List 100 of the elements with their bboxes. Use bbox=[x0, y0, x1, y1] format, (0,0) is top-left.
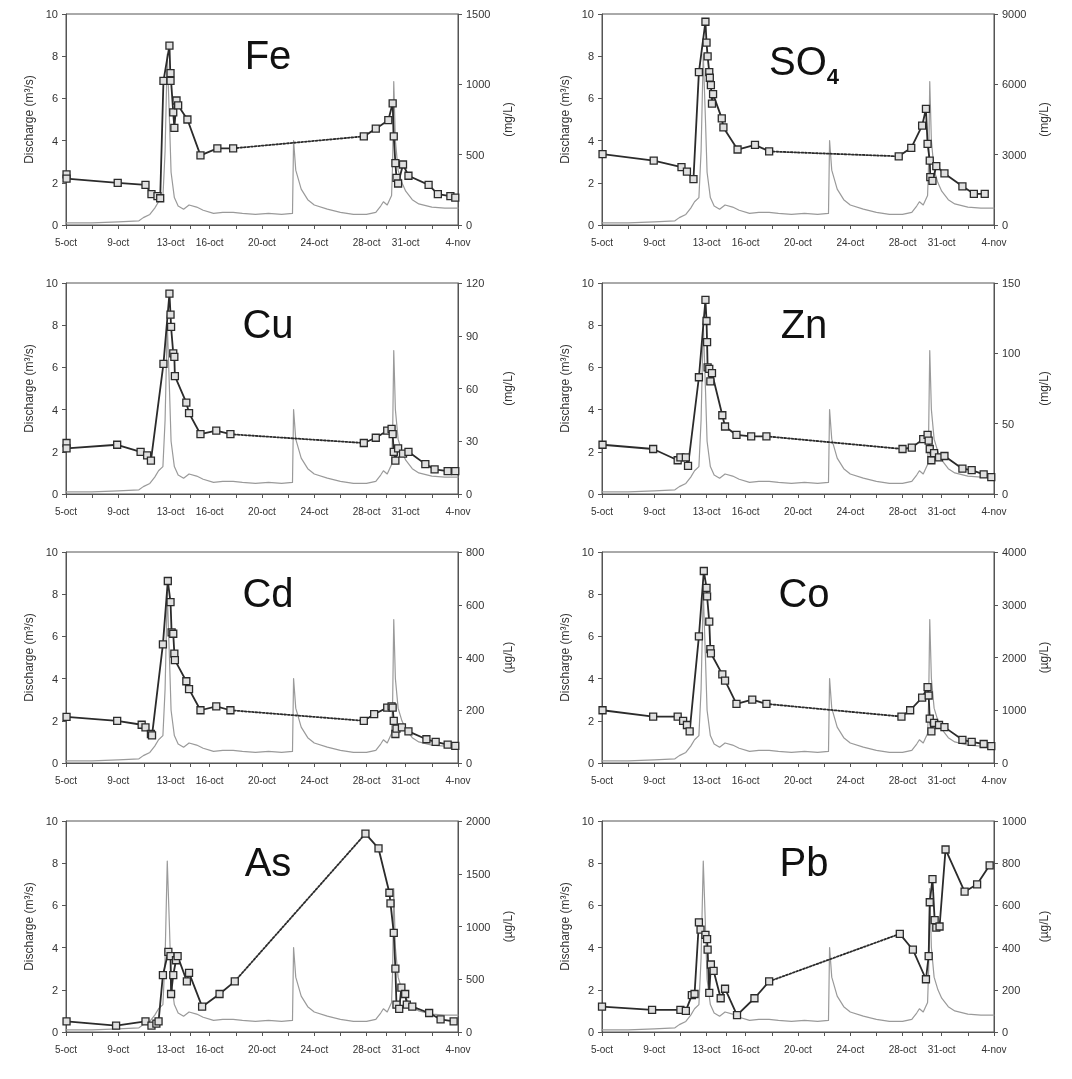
x-tick-label: 31-oct bbox=[391, 774, 420, 786]
y2-tick-label: 1500 bbox=[466, 8, 491, 20]
x-tick-label: 31-oct bbox=[391, 1043, 420, 1055]
y2-axis-title: (mg/L) bbox=[1037, 371, 1051, 406]
text: Zn bbox=[780, 302, 828, 346]
x-tick-label: 4-nov bbox=[445, 774, 471, 786]
y-tick-label: 6 bbox=[587, 899, 594, 912]
text: As bbox=[244, 840, 292, 884]
x-tick-label: 31-oct bbox=[391, 236, 420, 248]
y2-tick-label: 200 bbox=[466, 704, 485, 717]
y2-tick-label: 0 bbox=[466, 488, 473, 500]
y2-tick-label: 120 bbox=[466, 277, 485, 289]
x-tick-label: 5-oct bbox=[590, 505, 614, 517]
x-tick-label: 24-oct bbox=[836, 236, 865, 248]
y-tick-label: 8 bbox=[587, 857, 594, 870]
y2-tick-label: 90 bbox=[466, 329, 479, 342]
y2-tick-label: 0 bbox=[466, 1026, 473, 1038]
text: Cu bbox=[242, 302, 294, 346]
x-tick-label: 16-oct bbox=[731, 774, 760, 786]
x-tick-label: 24-oct bbox=[836, 1043, 865, 1055]
y-tick-label: 10 bbox=[581, 277, 594, 289]
y2-axis-title: (mg/L) bbox=[501, 102, 515, 137]
x-tick-label: 24-oct bbox=[300, 236, 329, 248]
x-tick-label: 13-oct bbox=[156, 505, 185, 517]
y-axis-title: Discharge (m³/s) bbox=[21, 882, 36, 971]
text: Fe bbox=[244, 33, 292, 77]
y2-axis-title: (mg/L) bbox=[501, 371, 515, 406]
y2-tick-label: 500 bbox=[466, 973, 485, 986]
x-tick-label: 16-oct bbox=[195, 236, 224, 248]
x-tick-label: 13-oct bbox=[692, 236, 721, 248]
y-tick-label: 4 bbox=[587, 941, 594, 954]
x-tick-label: 24-oct bbox=[300, 1043, 329, 1055]
x-tick-label: 16-oct bbox=[731, 505, 760, 517]
y-axis-title: Discharge (m³/s) bbox=[557, 882, 572, 971]
y-tick-label: 2 bbox=[51, 983, 58, 996]
x-tick-label: 20-oct bbox=[784, 1043, 813, 1055]
x-tick-label: 28-oct bbox=[352, 774, 381, 786]
y-tick-label: 8 bbox=[587, 588, 594, 601]
x-tick-label: 28-oct bbox=[352, 505, 381, 517]
y-axis-title: Discharge (m³/s) bbox=[21, 344, 36, 433]
y-tick-label: 6 bbox=[587, 630, 594, 643]
y-tick-label: 0 bbox=[51, 488, 58, 500]
x-tick-label: 9-oct bbox=[643, 1043, 666, 1055]
y-tick-label: 0 bbox=[51, 219, 58, 231]
x-tick-label: 5-oct bbox=[54, 505, 78, 517]
x-tick-label: 16-oct bbox=[195, 505, 224, 517]
y2-tick-label: 3000 bbox=[1002, 598, 1027, 611]
y-tick-label: 4 bbox=[51, 134, 58, 147]
y-tick-label: 2 bbox=[587, 714, 594, 727]
y2-tick-label: 4000 bbox=[1002, 546, 1027, 558]
x-tick-label: 24-oct bbox=[300, 505, 329, 517]
y-tick-label: 6 bbox=[587, 92, 594, 105]
x-tick-label: 4-nov bbox=[981, 1043, 1007, 1055]
y-tick-label: 0 bbox=[587, 1026, 594, 1038]
y-tick-label: 4 bbox=[587, 403, 594, 416]
y2-tick-label: 1500 bbox=[466, 867, 491, 880]
y2-tick-label: 800 bbox=[466, 546, 485, 558]
x-tick-label: 20-oct bbox=[784, 774, 813, 786]
y2-tick-label: 0 bbox=[1002, 488, 1009, 500]
y2-tick-label: 1000 bbox=[1002, 704, 1027, 717]
y2-tick-label: 0 bbox=[466, 757, 473, 769]
x-tick-label: 28-oct bbox=[888, 1043, 917, 1055]
y2-tick-label: 500 bbox=[466, 148, 485, 161]
y-tick-label: 10 bbox=[45, 8, 58, 20]
x-tick-label: 20-oct bbox=[784, 505, 813, 517]
x-tick-label: 24-oct bbox=[300, 774, 329, 786]
y-tick-label: 0 bbox=[51, 757, 58, 769]
x-tick-label: 5-oct bbox=[590, 1043, 614, 1055]
y-tick-label: 8 bbox=[51, 319, 58, 332]
x-tick-label: 9-oct bbox=[107, 1043, 130, 1055]
y-tick-label: 8 bbox=[587, 319, 594, 332]
x-tick-label: 4-nov bbox=[981, 774, 1007, 786]
y-tick-label: 2 bbox=[51, 714, 58, 727]
y-tick-label: 10 bbox=[45, 277, 58, 289]
y-axis-title: Discharge (m³/s) bbox=[21, 613, 36, 702]
y-tick-label: 8 bbox=[51, 588, 58, 601]
y-tick-label: 10 bbox=[45, 546, 58, 558]
x-tick-label: 28-oct bbox=[888, 774, 917, 786]
x-tick-label: 31-oct bbox=[927, 1043, 956, 1055]
y-tick-label: 10 bbox=[581, 8, 594, 20]
y2-tick-label: 400 bbox=[1002, 941, 1021, 954]
y-tick-label: 10 bbox=[581, 546, 594, 558]
y2-tick-label: 0 bbox=[1002, 219, 1009, 231]
y2-tick-label: 200 bbox=[1002, 983, 1021, 996]
y-tick-label: 0 bbox=[587, 488, 594, 500]
x-tick-label: 9-oct bbox=[107, 505, 130, 517]
y-tick-label: 10 bbox=[45, 815, 58, 827]
x-tick-label: 4-nov bbox=[981, 236, 1007, 248]
y-axis-title: Discharge (m³/s) bbox=[21, 75, 36, 164]
x-tick-label: 4-nov bbox=[445, 236, 471, 248]
y2-tick-label: 30 bbox=[466, 435, 479, 448]
x-tick-label: 9-oct bbox=[643, 236, 666, 248]
y2-tick-label: 60 bbox=[466, 382, 479, 395]
x-tick-label: 13-oct bbox=[692, 505, 721, 517]
x-tick-label: 31-oct bbox=[927, 236, 956, 248]
y-tick-label: 2 bbox=[51, 176, 58, 189]
y-tick-label: 6 bbox=[51, 92, 58, 105]
y2-tick-label: 2000 bbox=[1002, 651, 1027, 664]
x-tick-label: 16-oct bbox=[195, 1043, 224, 1055]
x-tick-label: 9-oct bbox=[107, 236, 130, 248]
